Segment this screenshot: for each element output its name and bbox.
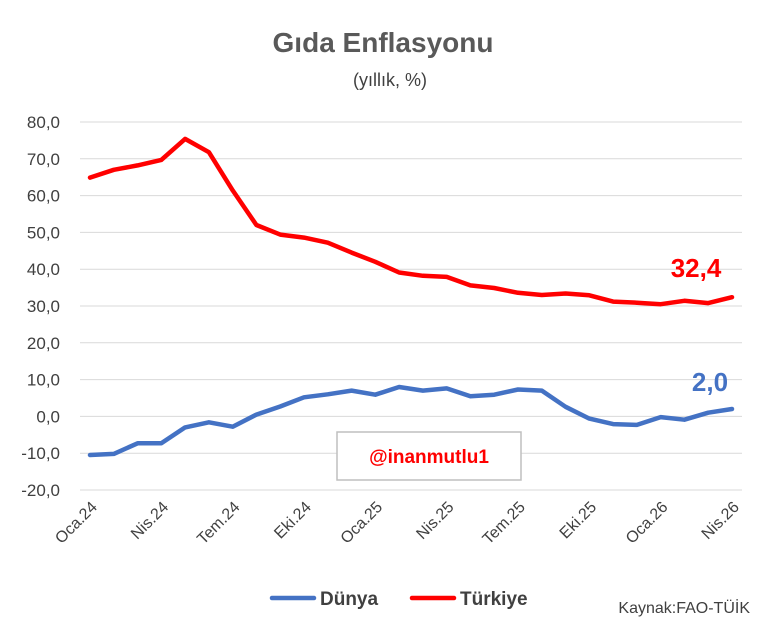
y-tick-label: -10,0: [21, 444, 60, 463]
x-tick-label: Oca.26: [623, 499, 672, 548]
y-tick-label: 40,0: [27, 260, 60, 279]
series-line-turkiye: [87, 136, 735, 307]
end-label-turkiye: 32,4: [671, 253, 722, 283]
x-tick-label: Nis.26: [699, 499, 743, 543]
source-note: Kaynak:FAO-TÜİK: [618, 598, 750, 617]
y-axis-ticks: -20,0 -10,0 0,0 10,0 20,0 30,0 40,0 50,0 60,0 70,…: [21, 113, 60, 500]
y-tick-label: -20,0: [21, 481, 60, 500]
watermark-box: [336, 431, 522, 481]
series-line-dunya: [87, 384, 735, 458]
x-tick-label: Tem.24: [194, 499, 243, 548]
x-tick-label: Nis.24: [128, 499, 172, 543]
y-tick-label: 60,0: [27, 187, 60, 206]
y-tick-label: 0,0: [36, 407, 60, 426]
x-tick-label: Eki.25: [557, 499, 601, 543]
watermark: @inanmutlu1: [336, 431, 522, 481]
x-axis-ticks: Oca.24 Nis.24 Tem.24 Eki.24 Oca.25 Nis.25 Tem.…: [52, 499, 743, 548]
grid-lines: [80, 121, 742, 491]
legend-label-turkiye: Türkiye: [460, 589, 528, 610]
end-label-dunya: 2,0: [692, 367, 728, 397]
chart-subtitle: (yıllık, %): [353, 70, 427, 90]
y-tick-label: 30,0: [27, 297, 60, 316]
x-tick-label: Oca.25: [338, 499, 387, 548]
y-tick-label: 10,0: [27, 371, 60, 390]
y-tick-label: 70,0: [27, 150, 60, 169]
chart-title: Gıda Enflasyonu: [273, 27, 494, 58]
y-tick-label: 20,0: [27, 334, 60, 353]
y-tick-label: 80,0: [27, 113, 60, 132]
end-labels: 2,0 32,4: [671, 253, 728, 397]
x-tick-label: Nis.25: [413, 499, 457, 543]
x-tick-label: Oca.24: [52, 499, 101, 548]
legend: Dünya Türkiye: [269, 589, 528, 610]
legend-label-dunya: Dünya: [320, 589, 379, 610]
y-tick-label: 50,0: [27, 223, 60, 242]
x-tick-label: Eki.24: [271, 499, 315, 543]
x-tick-label: Tem.25: [480, 499, 529, 548]
watermark-text: @inanmutlu1: [369, 447, 489, 468]
series-lines: [87, 136, 735, 458]
